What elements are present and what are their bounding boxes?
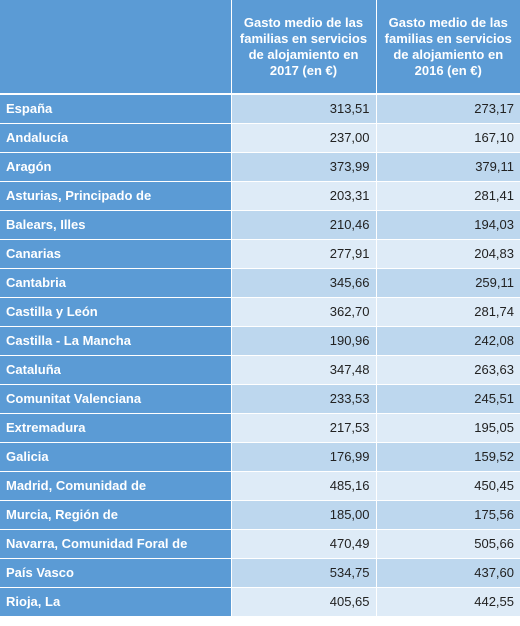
value-2016-cell: 379,11 <box>375 151 520 181</box>
value-2017-cell: 373,99 <box>230 151 376 181</box>
table-row: País Vasco 534,75 437,60 <box>0 557 520 587</box>
region-cell: Galicia <box>0 441 231 471</box>
value-2016-cell: 505,66 <box>375 528 520 558</box>
value-2017-cell: 190,96 <box>230 325 376 355</box>
value-2017-cell: 347,48 <box>230 354 376 384</box>
value-2017-cell: 362,70 <box>230 296 376 326</box>
region-cell: Aragón <box>0 151 231 181</box>
table-row: Canarias 277,91 204,83 <box>0 238 520 268</box>
header-row: Gasto medio de las familias en servicios… <box>0 0 520 95</box>
value-2016-cell: 167,10 <box>375 122 520 152</box>
region-cell: Balears, Illes <box>0 209 231 239</box>
region-cell: País Vasco <box>0 557 231 587</box>
header-region <box>0 0 231 95</box>
table-row: Rioja, La 405,65 442,55 <box>0 586 520 616</box>
table-row: Navarra, Comunidad Foral de 470,49 505,66 <box>0 528 520 558</box>
table-row: Cataluña 347,48 263,63 <box>0 354 520 384</box>
value-2016-cell: 159,52 <box>375 441 520 471</box>
value-2017-cell: 485,16 <box>230 470 376 500</box>
region-cell: Andalucía <box>0 122 231 152</box>
value-2017-cell: 233,53 <box>230 383 376 413</box>
region-cell: Extremadura <box>0 412 231 442</box>
region-cell: Asturias, Principado de <box>0 180 231 210</box>
value-2016-cell: 450,45 <box>375 470 520 500</box>
value-2017-cell: 217,53 <box>230 412 376 442</box>
region-cell: Cataluña <box>0 354 231 384</box>
table-row: Castilla - La Mancha 190,96 242,08 <box>0 325 520 355</box>
value-2016-cell: 259,11 <box>375 267 520 297</box>
region-cell: Castilla - La Mancha <box>0 325 231 355</box>
table-row: Comunitat Valenciana 233,53 245,51 <box>0 383 520 413</box>
value-2016-cell: 263,63 <box>375 354 520 384</box>
value-2017-cell: 237,00 <box>230 122 376 152</box>
value-2016-cell: 437,60 <box>375 557 520 587</box>
value-2017-cell: 345,66 <box>230 267 376 297</box>
region-cell: Cantabria <box>0 267 231 297</box>
value-2016-cell: 245,51 <box>375 383 520 413</box>
value-2016-cell: 194,03 <box>375 209 520 239</box>
header-2016: Gasto medio de las familias en servicios… <box>375 0 520 95</box>
region-cell: Murcia, Región de <box>0 499 231 529</box>
value-2017-cell: 203,31 <box>230 180 376 210</box>
value-2017-cell: 534,75 <box>230 557 376 587</box>
region-cell: Madrid, Comunidad de <box>0 470 231 500</box>
value-2016-cell: 442,55 <box>375 586 520 616</box>
value-2017-cell: 176,99 <box>230 441 376 471</box>
header-2017: Gasto medio de las familias en servicios… <box>230 0 376 95</box>
table-row: Cantabria 345,66 259,11 <box>0 267 520 297</box>
region-cell: Castilla y León <box>0 296 231 326</box>
table-row: Aragón 373,99 379,11 <box>0 151 520 181</box>
table-row: Asturias, Principado de 203,31 281,41 <box>0 180 520 210</box>
region-cell: Navarra, Comunidad Foral de <box>0 528 231 558</box>
value-2016-cell: 273,17 <box>375 93 520 123</box>
value-2016-cell: 175,56 <box>375 499 520 529</box>
value-2016-cell: 195,05 <box>375 412 520 442</box>
value-2016-cell: 281,41 <box>375 180 520 210</box>
value-2017-cell: 313,51 <box>230 93 376 123</box>
value-2017-cell: 277,91 <box>230 238 376 268</box>
region-cell: Comunitat Valenciana <box>0 383 231 413</box>
region-cell: España <box>0 93 231 123</box>
table-row: Galicia 176,99 159,52 <box>0 441 520 471</box>
region-cell: Canarias <box>0 238 231 268</box>
value-2017-cell: 405,65 <box>230 586 376 616</box>
table-row: Murcia, Región de 185,00 175,56 <box>0 499 520 529</box>
value-2016-cell: 204,83 <box>375 238 520 268</box>
table-row: Madrid, Comunidad de 485,16 450,45 <box>0 470 520 500</box>
region-cell: Rioja, La <box>0 586 231 616</box>
value-2016-cell: 281,74 <box>375 296 520 326</box>
table-row: España 313,51 273,17 <box>0 93 520 123</box>
table-row: Balears, Illes 210,46 194,03 <box>0 209 520 239</box>
value-2017-cell: 185,00 <box>230 499 376 529</box>
value-2017-cell: 470,49 <box>230 528 376 558</box>
table-row: Andalucía 237,00 167,10 <box>0 122 520 152</box>
value-2017-cell: 210,46 <box>230 209 376 239</box>
table-row: Castilla y León 362,70 281,74 <box>0 296 520 326</box>
table-row: Extremadura 217,53 195,05 <box>0 412 520 442</box>
value-2016-cell: 242,08 <box>375 325 520 355</box>
